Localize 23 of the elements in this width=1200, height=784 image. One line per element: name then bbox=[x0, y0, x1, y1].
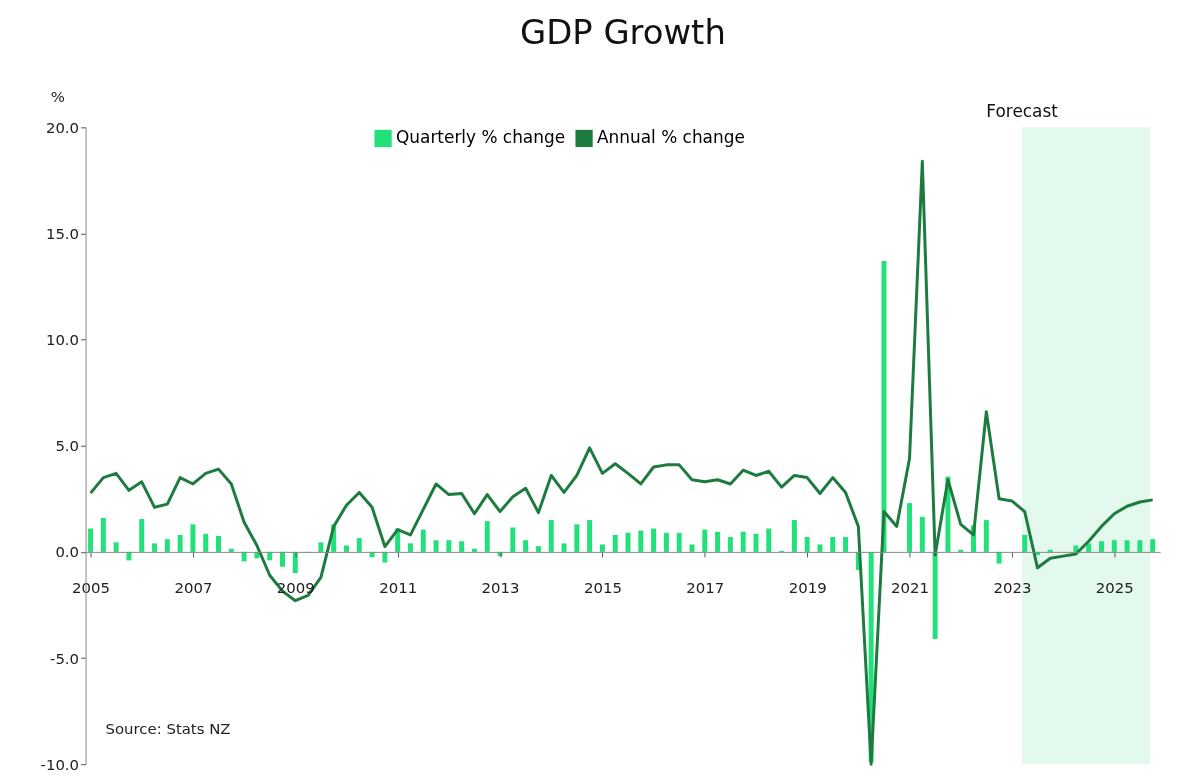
legend-label: Annual % change bbox=[597, 127, 745, 148]
x-tick-label: 2025 bbox=[1095, 579, 1134, 598]
y-tick-label: 20.0 bbox=[45, 118, 80, 137]
x-tick-label: 2011 bbox=[379, 579, 418, 598]
x-tick-label: 2019 bbox=[788, 579, 827, 598]
chart-title: GDP Growth bbox=[519, 12, 726, 52]
x-tick-label: 2021 bbox=[891, 579, 929, 598]
x-tick-label: 2013 bbox=[481, 579, 520, 598]
annotation: Source: Stats NZ bbox=[105, 720, 231, 739]
y-tick-label: 5.0 bbox=[55, 437, 80, 456]
x-tick-label: 2007 bbox=[174, 579, 213, 598]
x-tick-label: 2015 bbox=[583, 579, 622, 598]
y-tick-label: 0.0 bbox=[55, 543, 80, 562]
band-label: Forecast bbox=[986, 101, 1059, 122]
y-axis-title: % bbox=[50, 88, 65, 107]
x-tick-label: 2017 bbox=[686, 579, 725, 598]
y-tick-label: 15.0 bbox=[45, 224, 80, 243]
y-tick-label: -5.0 bbox=[50, 649, 80, 668]
y-tick-label: 10.0 bbox=[45, 331, 80, 350]
y-tick-label: -10.0 bbox=[40, 755, 80, 774]
x-tick-label: 2023 bbox=[993, 579, 1032, 598]
x-tick-label: 2005 bbox=[72, 579, 111, 598]
legend-label: Quarterly % change bbox=[396, 127, 566, 148]
